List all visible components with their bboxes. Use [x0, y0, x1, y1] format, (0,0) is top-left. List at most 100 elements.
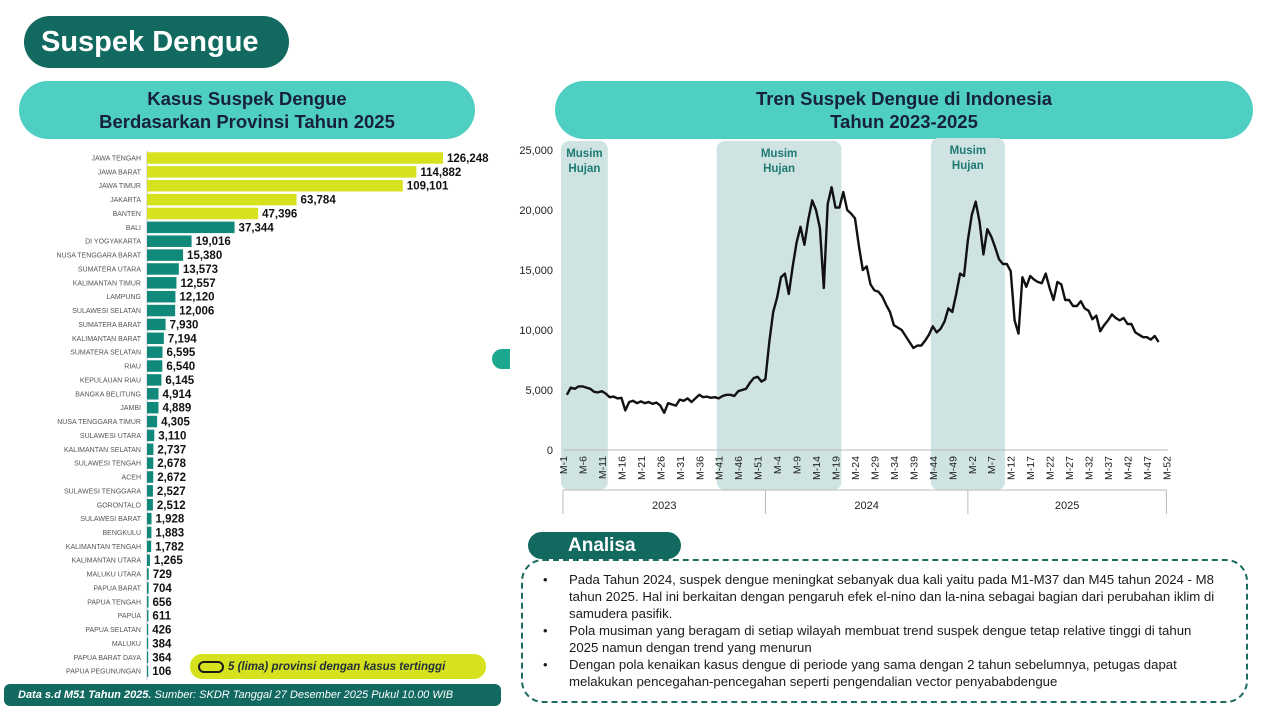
province-bar [147, 152, 443, 164]
season-label-line1: Musim [566, 148, 602, 160]
province-value-label: 1,265 [154, 555, 183, 567]
province-chart-title-line1: Kasus Suspek Dengue [147, 88, 347, 109]
province-value-label: 114,882 [420, 167, 461, 179]
x-tick-label: M-12 [1006, 456, 1018, 480]
province-value-label: 15,380 [187, 250, 222, 262]
province-label: JAMBI [120, 405, 141, 412]
year-label: 2024 [854, 500, 878, 512]
x-tick-label: M-14 [811, 456, 823, 480]
x-tick-label: M-47 [1142, 456, 1154, 480]
rainy-season-band [561, 141, 608, 490]
province-bar [147, 207, 259, 220]
province-value-label: 426 [152, 625, 171, 637]
province-bar [147, 596, 149, 608]
province-bar [147, 249, 184, 261]
province-bar [147, 609, 149, 622]
province-value-label: 704 [153, 583, 173, 595]
province-bar [147, 318, 166, 331]
province-bar [147, 485, 153, 497]
x-tick-label: M-1 [558, 456, 570, 474]
season-label-line2: Hujan [763, 163, 795, 175]
province-value-label: 2,527 [157, 486, 186, 498]
province-label: JAWA TENGAH [91, 156, 141, 163]
province-bar [147, 332, 164, 345]
province-bar [147, 179, 403, 192]
province-value-label: 4,889 [162, 403, 191, 415]
x-tick-label: M-19 [831, 456, 843, 480]
x-tick-label: M-34 [889, 456, 901, 480]
x-tick-label: M-44 [928, 456, 940, 480]
year-label: 2023 [652, 500, 676, 512]
province-bar [147, 526, 152, 539]
province-bar [147, 429, 155, 442]
province-value-label: 106 [152, 666, 171, 678]
x-tick-label: M-42 [1122, 456, 1134, 480]
province-value-label: 2,737 [157, 444, 186, 456]
province-label: BENGKULU [102, 530, 141, 537]
province-label: PAPUA BARAT [93, 585, 141, 592]
province-value-label: 4,305 [161, 417, 190, 429]
year-label: 2025 [1055, 500, 1079, 512]
province-value-label: 6,540 [166, 361, 195, 373]
province-label: SUMATERA SELATAN [70, 350, 141, 357]
province-bar [147, 665, 149, 677]
province-bar [147, 360, 163, 372]
province-label: LAMPUNG [106, 294, 141, 301]
x-tick-label: M-6 [577, 456, 589, 474]
province-label: BANGKA BELITUNG [75, 391, 141, 398]
x-tick-label: M-51 [753, 456, 765, 480]
x-tick-label: M-24 [850, 456, 862, 480]
analysis-list: Pada Tahun 2024, suspek dengue meningkat… [543, 571, 1224, 690]
province-value-label: 63,784 [301, 195, 337, 207]
top5-legend: 5 (lima) provinsi dengan kasus tertinggi [190, 654, 486, 679]
y-tick-label: 10,000 [519, 325, 553, 337]
x-tick-label: M-31 [675, 456, 687, 480]
province-bar [147, 193, 297, 206]
x-tick-label: M-26 [655, 456, 667, 480]
x-tick-label: M-32 [1084, 456, 1096, 480]
rainy-season-band [716, 141, 842, 490]
province-bar [147, 471, 154, 483]
analysis-bullet: Dengan pola kenaikan kasus dengue di per… [543, 656, 1224, 690]
province-bar [147, 166, 417, 178]
province-value-label: 6,145 [165, 375, 194, 387]
footer-source: Sumber: SKDR Tanggal 27 Desember 2025 Pu… [151, 689, 454, 701]
province-value-label: 109,101 [407, 181, 449, 193]
x-tick-label: M-39 [908, 456, 920, 480]
trend-series-line [565, 186, 1160, 414]
province-label: KALIMANTAN BARAT [72, 336, 142, 343]
province-label: KALIMANTAN UTARA [72, 558, 142, 565]
season-label-line1: Musim [761, 148, 797, 160]
x-tick-label: M-27 [1064, 456, 1076, 480]
season-label-line2: Hujan [952, 160, 984, 172]
province-bar [147, 290, 176, 303]
province-label: SULAWESI TENGAH [74, 461, 141, 468]
province-label: BANTEN [113, 211, 141, 218]
province-label: RIAU [124, 364, 141, 371]
province-label: SULAWESI TENGGARA [64, 488, 141, 495]
province-label: NUSA TENGGARA BARAT [56, 253, 141, 260]
province-label: PAPUA PEGUNUNGAN [66, 669, 141, 676]
province-bar [147, 499, 153, 511]
x-tick-label: M-46 [733, 456, 745, 480]
province-label: SULAWESI UTARA [80, 433, 141, 440]
province-value-label: 384 [152, 638, 172, 650]
province-label: JAWA BARAT [98, 169, 142, 176]
province-bar [147, 388, 159, 400]
y-tick-label: 15,000 [519, 265, 553, 277]
x-tick-label: M-41 [714, 456, 726, 480]
province-value-label: 47,396 [262, 208, 297, 220]
province-value-label: 7,194 [168, 333, 197, 345]
province-bar [147, 277, 177, 289]
province-bar [147, 304, 176, 317]
province-bar [147, 235, 192, 247]
province-value-label: 2,672 [157, 472, 186, 484]
legend-swatch-icon [198, 660, 224, 673]
province-bar [147, 623, 149, 636]
province-value-label: 37,344 [239, 222, 275, 234]
y-tick-label: 5,000 [525, 385, 553, 397]
province-value-label: 12,120 [179, 292, 214, 304]
source-footer: Data s.d M51 Tahun 2025. Sumber: SKDR Ta… [4, 684, 501, 706]
x-tick-label: M-9 [792, 456, 804, 474]
